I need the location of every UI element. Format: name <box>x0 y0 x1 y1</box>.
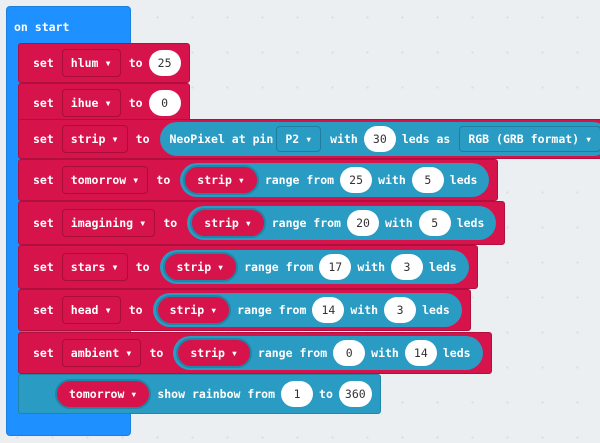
format-dropdown[interactable]: RGB (GRB format) <box>459 126 600 152</box>
from-input[interactable]: 0 <box>333 340 366 366</box>
with-label: with <box>378 173 406 187</box>
strip-variable-pill[interactable]: strip <box>183 165 259 195</box>
value-input[interactable]: 25 <box>148 50 181 76</box>
range-block[interactable]: strip range from 17 with 3 leds <box>159 250 469 284</box>
set-label: set <box>33 96 54 110</box>
to-label: to <box>135 260 150 274</box>
range-block[interactable]: strip range from 20 with 5 leds <box>187 206 497 240</box>
variable-dropdown[interactable]: head <box>61 296 121 324</box>
neopixel-label: NeoPixel at pin <box>169 132 274 146</box>
set-range-block[interactable]: set ambient to strip range from 0 with 1… <box>18 332 492 374</box>
set-label: set <box>33 303 54 317</box>
value-input[interactable]: 0 <box>148 90 181 116</box>
range-block[interactable]: strip range from 0 with 14 leds <box>173 336 483 370</box>
neopixel-create-block[interactable]: NeoPixel at pin P2 with 30 leds as RGB (… <box>159 122 600 156</box>
to-label: to <box>128 96 143 110</box>
with-input[interactable]: 14 <box>404 340 437 366</box>
to-label: to <box>156 173 171 187</box>
to-label: to <box>128 303 143 317</box>
from-input[interactable]: 1 <box>281 381 314 407</box>
leds-label: leds <box>456 216 485 230</box>
with-label: with <box>357 260 386 274</box>
range-block[interactable]: strip range from 25 with 5 leds <box>180 163 490 197</box>
with-label: with <box>385 216 413 230</box>
variable-dropdown[interactable]: imagining <box>61 209 156 237</box>
strip-variable-pill[interactable]: strip <box>155 295 232 325</box>
range-from-label: range from <box>271 216 341 230</box>
to-label: to <box>135 132 150 146</box>
variable-dropdown[interactable]: stars <box>61 253 128 281</box>
set-ihue-block[interactable]: set ihue to 0 <box>18 83 190 123</box>
set-hlum-block[interactable]: set hlum to 25 <box>18 43 190 83</box>
set-label: set <box>33 173 54 187</box>
with-input[interactable]: 3 <box>384 297 417 323</box>
variable-dropdown[interactable]: tomorrow <box>61 166 149 194</box>
leds-label: leds <box>442 346 471 360</box>
to-label: to <box>128 56 143 70</box>
strip-variable-pill[interactable]: strip <box>162 252 239 282</box>
range-from-label: range from <box>237 303 307 317</box>
from-input[interactable]: 14 <box>312 297 345 323</box>
with-label: with <box>371 346 399 360</box>
strip-variable-pill[interactable]: strip <box>176 338 252 368</box>
from-input[interactable]: 20 <box>347 210 379 236</box>
set-label: set <box>33 132 54 146</box>
set-range-block[interactable]: set tomorrow to strip range from 25 with… <box>18 159 499 201</box>
set-range-block[interactable]: set imagining to strip range from 20 wit… <box>18 201 506 245</box>
show-rainbow-label: show rainbow from <box>157 387 276 401</box>
set-label: set <box>33 260 54 274</box>
variable-dropdown[interactable]: ihue <box>61 89 121 117</box>
leds-label: leds <box>429 260 457 274</box>
to-input[interactable]: 360 <box>338 381 372 407</box>
variable-dropdown[interactable]: hlum <box>61 49 121 77</box>
show-rainbow-block[interactable]: tomorrow show rainbow from 1 to 360 <box>18 374 381 414</box>
with-input[interactable]: 3 <box>391 254 424 280</box>
leds-label: leds <box>449 173 478 187</box>
with-input[interactable]: 5 <box>418 210 451 236</box>
leds-as-label: leds as <box>401 132 451 146</box>
set-range-block[interactable]: set stars to strip range from 17 with 3 … <box>18 245 478 289</box>
to-label: to <box>149 346 164 360</box>
leds-label: leds <box>422 303 450 317</box>
range-from-label: range from <box>257 346 328 360</box>
variable-dropdown[interactable]: ambient <box>61 339 142 367</box>
variable-dropdown[interactable]: strip <box>61 125 128 153</box>
led-count-input[interactable]: 30 <box>363 126 396 152</box>
range-from-label: range from <box>264 173 335 187</box>
range-from-label: range from <box>244 260 314 274</box>
with-label: with <box>350 303 379 317</box>
pin-dropdown[interactable]: P2 <box>276 126 322 152</box>
set-label: set <box>33 346 54 360</box>
strip-variable-pill[interactable]: tomorrow <box>55 379 152 409</box>
with-input[interactable]: 5 <box>411 167 444 193</box>
from-input[interactable]: 17 <box>319 254 352 280</box>
set-strip-block[interactable]: set strip to NeoPixel at pin P2 with 30 … <box>18 119 600 159</box>
set-label: set <box>33 56 54 70</box>
on-start-label: on start <box>14 20 70 34</box>
from-input[interactable]: 25 <box>340 167 373 193</box>
to-label: to <box>319 387 333 401</box>
range-block[interactable]: strip range from 14 with 3 leds <box>152 293 462 327</box>
set-label: set <box>33 216 54 230</box>
strip-variable-pill[interactable]: strip <box>190 208 266 238</box>
set-range-block[interactable]: set head to strip range from 14 with 3 l… <box>18 289 471 331</box>
with-label: with <box>330 132 358 146</box>
to-label: to <box>163 216 178 230</box>
